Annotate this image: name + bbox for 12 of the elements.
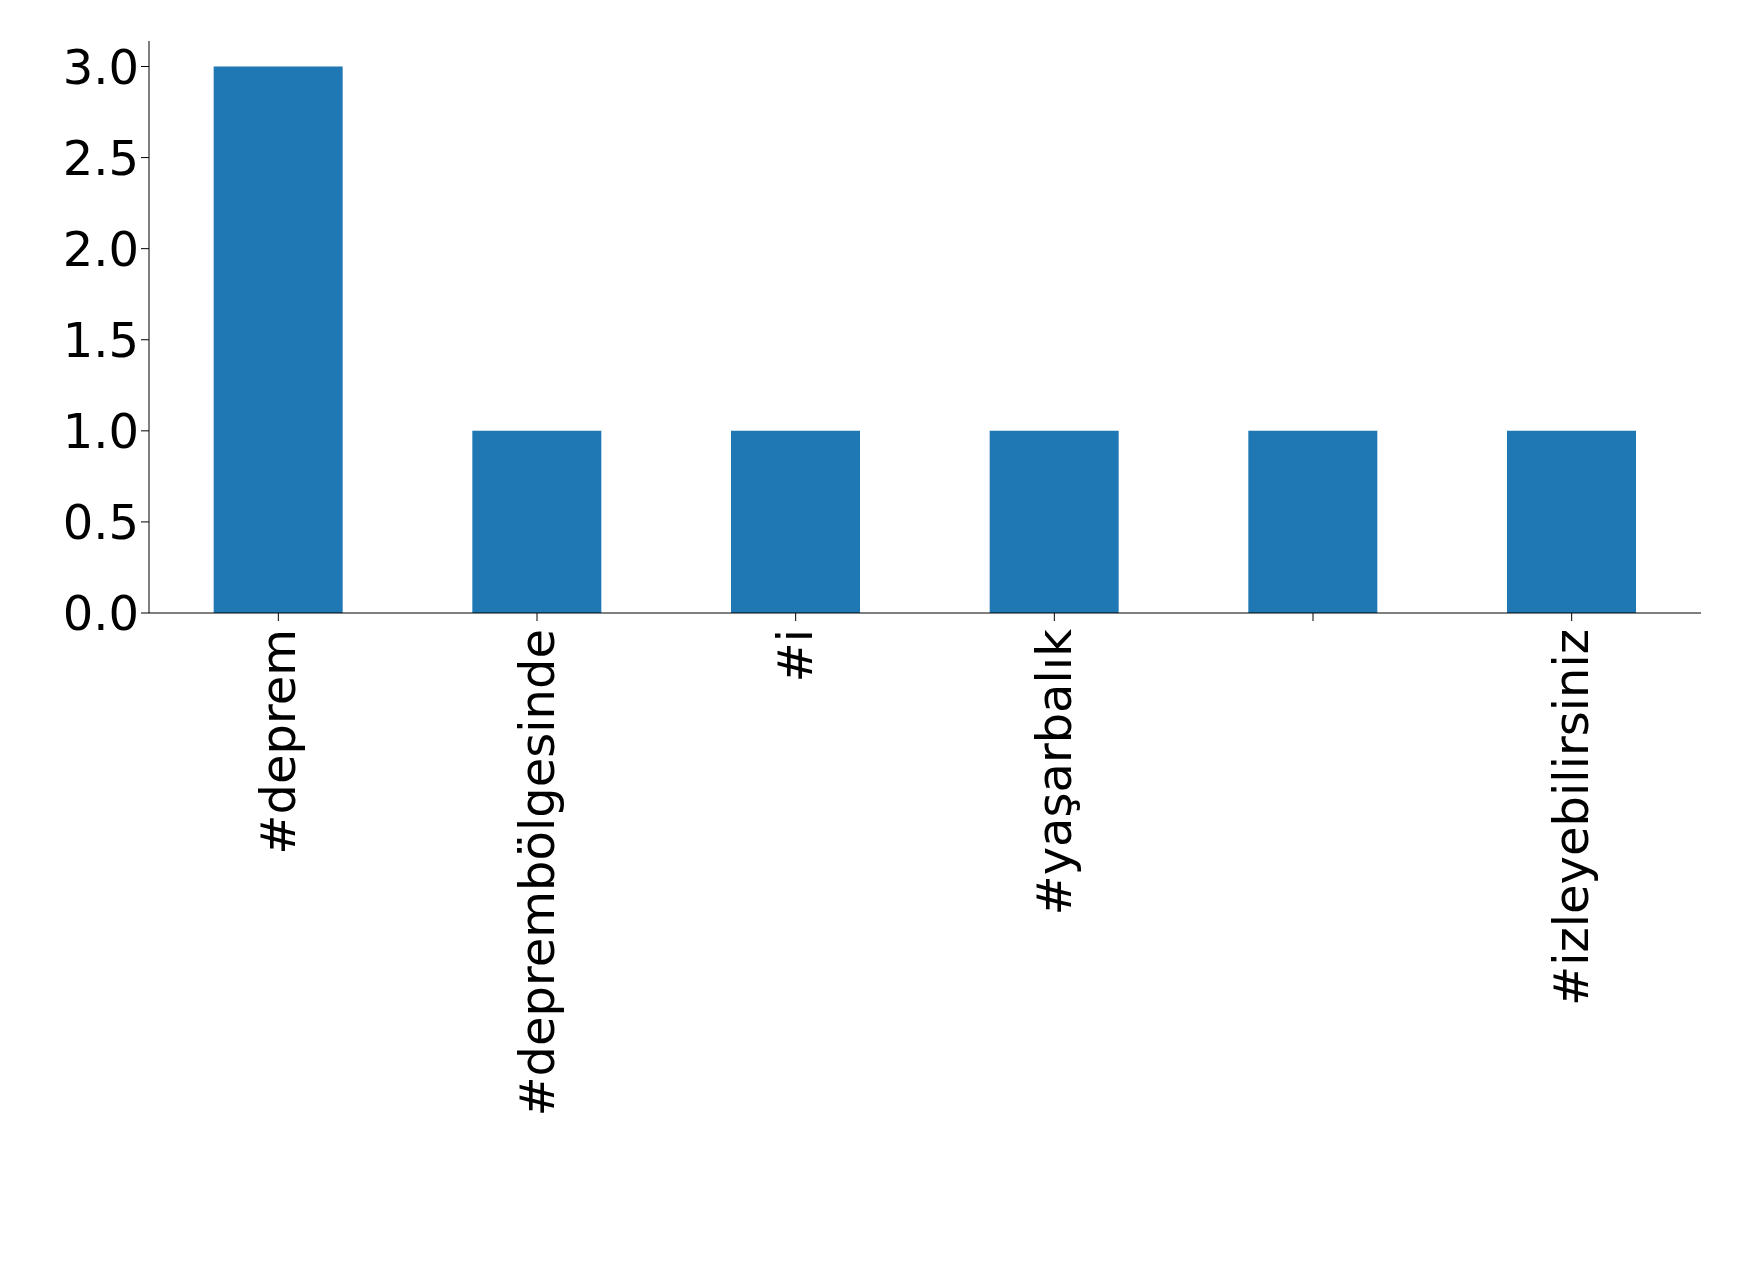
y-tick-label: 0.5 xyxy=(62,493,139,550)
y-tick-label: 1.0 xyxy=(62,402,139,459)
y-tick-label: 2.5 xyxy=(62,129,139,186)
x-tick-label: #yaşarbalık xyxy=(1026,628,1083,916)
x-tick-label: #deprembölgesinde xyxy=(508,629,565,1117)
y-tick-label: 2.0 xyxy=(62,220,139,277)
y-tick-label: 0.0 xyxy=(62,585,139,642)
x-tick-label: #i xyxy=(767,629,824,683)
x-tick-label: #deprem xyxy=(250,629,307,855)
y-tick-label: 3.0 xyxy=(62,38,139,95)
x-tick-label: #izleyebilirsiniz xyxy=(1543,629,1600,1007)
y-tick-label: 1.5 xyxy=(62,311,139,368)
